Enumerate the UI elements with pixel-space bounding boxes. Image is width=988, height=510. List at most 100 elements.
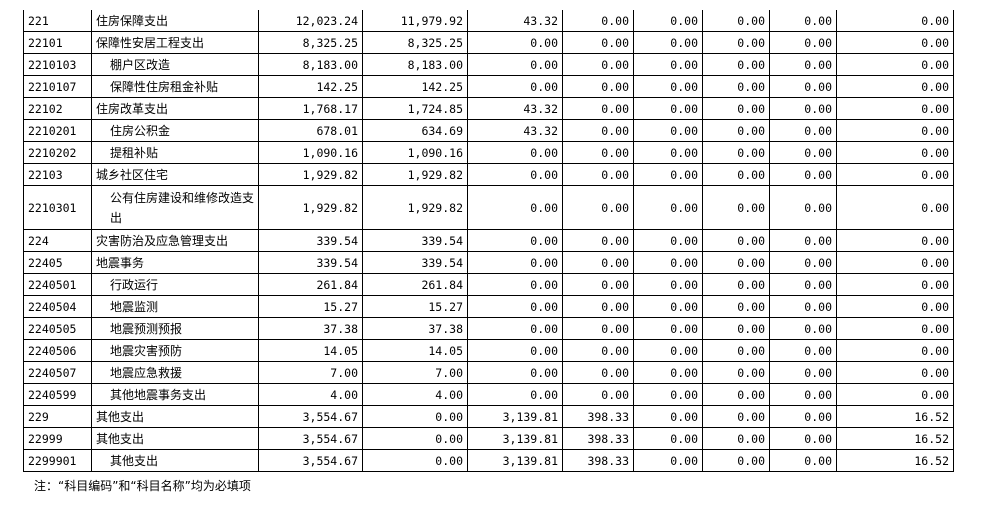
table-row: 22101 保障性安居工程支出 8,325.25 8,325.25 0.00 0.00 0.… (23, 31, 954, 54)
subject-code: 22405 (23, 251, 92, 274)
amount-cell: 0.00 (702, 339, 770, 362)
amount-cell: 0.00 (633, 405, 703, 428)
amount-cell: 1,724.85 (362, 97, 468, 120)
amount-cell: 7.00 (362, 361, 468, 384)
amount-cell: 0.00 (562, 295, 634, 318)
amount-cell: 0.00 (769, 339, 837, 362)
amount-cell: 0.00 (562, 97, 634, 120)
amount-cell: 0.00 (633, 119, 703, 142)
amount-cell: 339.54 (362, 229, 468, 252)
amount-cell: 0.00 (702, 273, 770, 296)
amount-cell: 0.00 (633, 427, 703, 450)
amount-cell: 11,979.92 (362, 10, 468, 32)
amount-cell: 8,325.25 (362, 31, 468, 54)
amount-cell: 0.00 (836, 53, 954, 76)
subject-code: 2210202 (23, 141, 92, 164)
amount-cell: 0.00 (836, 229, 954, 252)
subject-code: 2210107 (23, 75, 92, 98)
amount-cell: 0.00 (562, 273, 634, 296)
amount-cell: 0.00 (769, 163, 837, 186)
amount-cell: 0.00 (362, 427, 468, 450)
subject-code: 22999 (23, 427, 92, 450)
amount-cell: 0.00 (467, 339, 563, 362)
amount-cell: 0.00 (702, 427, 770, 450)
table-row: 22999 其他支出 3,554.67 0.00 3,139.81 398.33 0.00 0… (23, 427, 954, 450)
amount-cell: 0.00 (702, 317, 770, 340)
subject-name: 提租补贴 (91, 141, 259, 164)
amount-cell: 398.33 (562, 427, 634, 450)
amount-cell: 15.27 (362, 295, 468, 318)
amount-cell: 0.00 (769, 31, 837, 54)
amount-cell: 1,929.82 (362, 163, 468, 186)
amount-cell: 8,325.25 (258, 31, 363, 54)
subject-name: 灾害防治及应急管理支出 (91, 229, 259, 252)
subject-name: 公有住房建设和维修改造支出 (91, 185, 259, 230)
amount-cell: 3,554.67 (258, 427, 363, 450)
amount-cell: 43.32 (467, 10, 563, 32)
amount-cell: 0.00 (702, 31, 770, 54)
amount-cell: 0.00 (769, 97, 837, 120)
subject-name: 其他地震事务支出 (91, 383, 259, 406)
amount-cell: 0.00 (836, 185, 954, 230)
amount-cell: 0.00 (633, 273, 703, 296)
table-row: 229 其他支出 3,554.67 0.00 3,139.81 398.33 0.00 0.0… (23, 405, 954, 428)
subject-code: 2240599 (23, 383, 92, 406)
amount-cell: 0.00 (702, 10, 770, 32)
amount-cell: 16.52 (836, 405, 954, 428)
amount-cell: 0.00 (769, 449, 837, 472)
amount-cell: 3,139.81 (467, 405, 563, 428)
amount-cell: 0.00 (633, 75, 703, 98)
table-row: 2240599 其他地震事务支出 4.00 4.00 0.00 0.00 0.00 0.00 0… (23, 383, 954, 406)
amount-cell: 8,183.00 (258, 53, 363, 76)
amount-cell: 1,929.82 (258, 185, 363, 230)
subject-code: 2299901 (23, 449, 92, 472)
amount-cell: 0.00 (562, 251, 634, 274)
amount-cell: 0.00 (769, 10, 837, 32)
amount-cell: 0.00 (702, 229, 770, 252)
amount-cell: 15.27 (258, 295, 363, 318)
table-row: 2299901 其他支出 3,554.67 0.00 3,139.81 398.33 0.0… (23, 449, 954, 472)
amount-cell: 339.54 (258, 251, 363, 274)
amount-cell: 678.01 (258, 119, 363, 142)
amount-cell: 0.00 (769, 75, 837, 98)
amount-cell: 0.00 (836, 339, 954, 362)
subject-code: 221 (23, 10, 92, 32)
amount-cell: 37.38 (258, 317, 363, 340)
subject-code: 2240504 (23, 295, 92, 318)
amount-cell: 0.00 (836, 75, 954, 98)
amount-cell: 0.00 (467, 251, 563, 274)
amount-cell: 14.05 (362, 339, 468, 362)
amount-cell: 0.00 (467, 229, 563, 252)
subject-name: 保障性住房租金补贴 (91, 75, 259, 98)
amount-cell: 7.00 (258, 361, 363, 384)
amount-cell: 0.00 (633, 449, 703, 472)
amount-cell: 0.00 (633, 10, 703, 32)
amount-cell: 0.00 (769, 361, 837, 384)
subject-name: 地震应急救援 (91, 361, 259, 384)
amount-cell: 0.00 (562, 317, 634, 340)
subject-code: 22101 (23, 31, 92, 54)
amount-cell: 43.32 (467, 119, 563, 142)
amount-cell: 0.00 (467, 383, 563, 406)
amount-cell: 339.54 (362, 251, 468, 274)
amount-cell: 0.00 (562, 229, 634, 252)
subject-code: 2210201 (23, 119, 92, 142)
amount-cell: 634.69 (362, 119, 468, 142)
amount-cell: 0.00 (467, 317, 563, 340)
table-row: 22103 城乡社区住宅 1,929.82 1,929.82 0.00 0.00 0.00 0… (23, 163, 954, 186)
subject-name: 住房改革支出 (91, 97, 259, 120)
amount-cell: 37.38 (362, 317, 468, 340)
amount-cell: 0.00 (769, 53, 837, 76)
amount-cell: 0.00 (633, 383, 703, 406)
amount-cell: 0.00 (467, 295, 563, 318)
table-row: 224 灾害防治及应急管理支出 339.54 339.54 0.00 0.00 0.00 0.… (23, 229, 954, 252)
amount-cell: 0.00 (562, 383, 634, 406)
table-row: 2210103 棚户区改造 8,183.00 8,183.00 0.00 0.00 0.00… (23, 53, 954, 76)
amount-cell: 142.25 (362, 75, 468, 98)
amount-cell: 0.00 (633, 229, 703, 252)
subject-code: 2240501 (23, 273, 92, 296)
table-row: 221 住房保障支出 12,023.24 11,979.92 43.32 0.00 0.00… (23, 10, 954, 32)
amount-cell: 16.52 (836, 449, 954, 472)
subject-code: 2210103 (23, 53, 92, 76)
amount-cell: 0.00 (769, 427, 837, 450)
